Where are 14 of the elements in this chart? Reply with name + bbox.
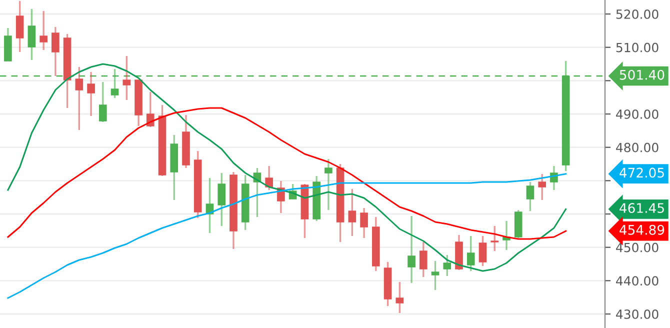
line-series: [7, 63, 567, 272]
y-tick-label: 510.00: [616, 42, 658, 52]
line-series: [7, 173, 567, 299]
y-tick-label: 430.00: [616, 309, 658, 319]
text: 461.45: [620, 203, 664, 213]
y-tick-label: 450.00: [616, 242, 658, 252]
y-tick-label: 480.00: [616, 142, 658, 152]
text: 472.05: [620, 168, 664, 178]
line-series: [7, 107, 567, 240]
y-tick-label: 490.00: [616, 109, 658, 119]
ref-line-label: 501.40: [620, 70, 664, 80]
y-tick-label: 440.00: [616, 276, 658, 286]
y-tick-label: 520.00: [616, 9, 658, 19]
text: 454.89: [620, 224, 664, 235]
